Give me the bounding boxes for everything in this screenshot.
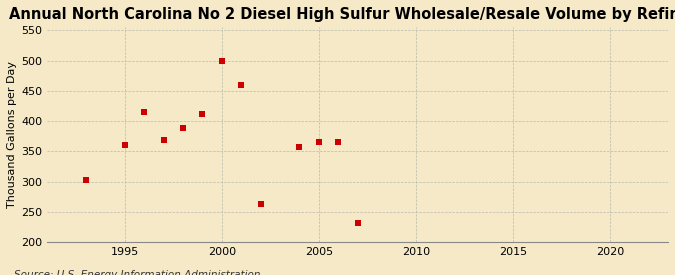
Point bbox=[255, 202, 266, 206]
Point bbox=[197, 112, 208, 116]
Point bbox=[139, 110, 150, 114]
Point bbox=[217, 58, 227, 63]
Text: Source: U.S. Energy Information Administration: Source: U.S. Energy Information Administ… bbox=[14, 271, 260, 275]
Point bbox=[236, 82, 246, 87]
Point bbox=[178, 126, 188, 131]
Point bbox=[333, 140, 344, 144]
Point bbox=[158, 138, 169, 143]
Y-axis label: Thousand Gallons per Day: Thousand Gallons per Day bbox=[7, 61, 17, 208]
Point bbox=[80, 178, 91, 182]
Point bbox=[294, 145, 304, 149]
Title: Annual North Carolina No 2 Diesel High Sulfur Wholesale/Resale Volume by Refiner: Annual North Carolina No 2 Diesel High S… bbox=[9, 7, 675, 22]
Point bbox=[119, 143, 130, 147]
Point bbox=[313, 140, 324, 144]
Point bbox=[352, 221, 363, 225]
